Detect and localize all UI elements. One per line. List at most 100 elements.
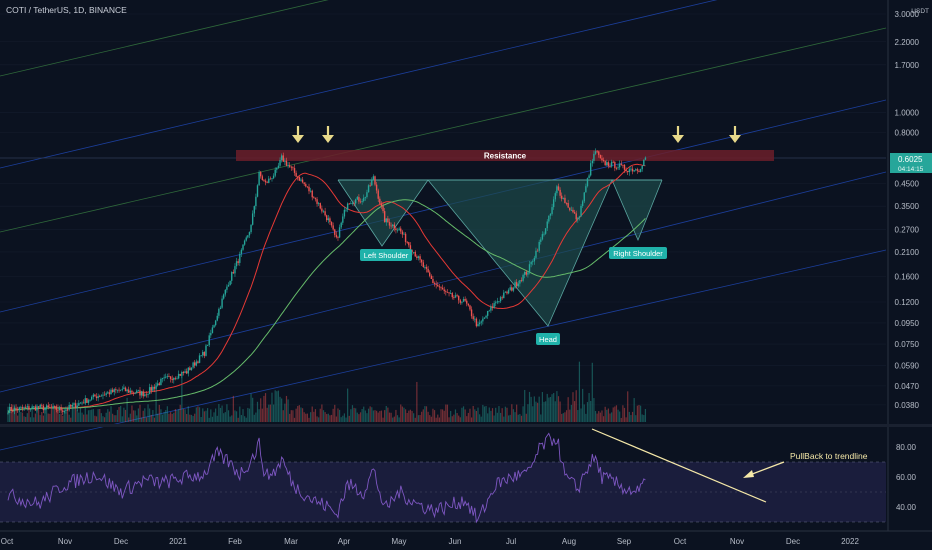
volume-bar <box>110 406 112 422</box>
volume-bar <box>643 415 645 422</box>
volume-bar <box>272 404 275 422</box>
candle-body <box>380 203 383 207</box>
candle-body <box>374 176 376 185</box>
candle-body <box>633 170 635 172</box>
candle-body <box>44 407 46 411</box>
candle-body <box>176 378 178 380</box>
candle-body <box>631 168 634 172</box>
volume-bar <box>413 413 415 422</box>
last-price-badge-bg <box>890 153 932 173</box>
volume-bar <box>562 413 564 422</box>
volume-bar <box>424 406 426 422</box>
volume-bar <box>153 417 156 422</box>
candle-body <box>251 213 254 225</box>
volume-bar <box>200 416 202 422</box>
volume-bar <box>446 404 449 422</box>
candle-body <box>644 157 647 160</box>
candle-body <box>478 322 481 325</box>
volume-bar <box>337 408 339 422</box>
candle-body <box>491 306 494 308</box>
volume-bar <box>450 410 452 422</box>
candle-body <box>437 284 439 287</box>
volume-bar <box>329 415 331 422</box>
volume-bar <box>356 412 358 422</box>
pane-separator[interactable] <box>0 424 932 427</box>
volume-bar <box>18 407 20 422</box>
candle-body <box>321 208 323 212</box>
volume-bar <box>390 412 392 422</box>
candle-body <box>377 190 379 199</box>
volume-bar <box>128 417 130 422</box>
candle-body <box>219 307 222 309</box>
volume-bar <box>467 412 469 422</box>
peak-arrows <box>292 126 741 143</box>
volume-bar <box>84 407 86 422</box>
volume-bar <box>395 409 397 422</box>
volume-bar <box>33 417 35 422</box>
volume-bar <box>97 409 99 422</box>
resistance-band <box>236 150 774 161</box>
candle-body <box>316 199 318 204</box>
volume-bar <box>81 412 83 422</box>
volume-bar <box>564 412 566 422</box>
volume-bar <box>422 409 424 422</box>
head-label-text: Head <box>539 335 557 344</box>
volume-bar <box>498 406 500 422</box>
candle-body <box>105 393 107 395</box>
candle-body <box>628 169 631 173</box>
rsi-tick-label: 80.00 <box>896 443 917 452</box>
volume-bar <box>39 415 41 422</box>
volume-bar <box>62 415 64 422</box>
volume-bar <box>10 412 12 422</box>
volume-bar <box>371 407 373 422</box>
volume-bar <box>261 408 263 422</box>
candle-body <box>78 403 80 406</box>
candle-body <box>213 325 215 328</box>
volume-bar <box>602 416 605 422</box>
volume-bar <box>112 413 114 422</box>
rsi-tick-labels[interactable]: 80.00 60.00 40.00 <box>896 443 917 512</box>
volume-bar <box>142 410 144 422</box>
volume-bar <box>277 390 280 422</box>
volume-bar <box>282 410 284 422</box>
volume-bar <box>223 413 225 422</box>
candle-body <box>387 218 389 223</box>
candle-body <box>152 386 154 391</box>
time-axis[interactable]: Oct Nov Dec 2021 Feb Mar Apr May Jun Jul Aug Sep Oct… <box>0 530 932 550</box>
volume-bar <box>178 409 180 422</box>
peak-arrow-head <box>672 135 684 143</box>
candle-body <box>453 297 455 298</box>
candle-body <box>57 409 59 411</box>
candle-body <box>8 406 11 413</box>
candle-body <box>110 389 112 395</box>
candle-body <box>189 367 191 371</box>
candle-body <box>187 367 189 374</box>
candle-body <box>150 387 152 391</box>
candle-body <box>327 218 330 221</box>
candle-body <box>459 300 462 303</box>
volume-bar <box>366 413 368 422</box>
volume-bar <box>609 413 611 422</box>
volume-bar <box>541 392 544 422</box>
candle-body <box>623 164 626 170</box>
volume-bar <box>614 406 616 422</box>
last-price-badge: 0.6025 04:14:15 <box>890 153 932 173</box>
volume-bar <box>437 414 439 422</box>
volume-bar <box>358 414 360 422</box>
volume-bar <box>472 405 474 422</box>
candle-body <box>206 345 209 346</box>
volume-bar <box>527 404 529 422</box>
candle-body <box>295 172 297 177</box>
moving-average-line <box>7 163 646 414</box>
price-axis[interactable]: USDT 3.00002.20001.70001.00000.80000.600… <box>887 0 932 424</box>
candle-body <box>224 289 227 295</box>
candle-body <box>123 387 125 389</box>
candle-body <box>335 234 338 238</box>
candle-body <box>145 394 148 396</box>
price-axis-unit: USDT <box>911 8 929 15</box>
volume-bar <box>448 417 450 422</box>
volume-bar <box>615 405 618 422</box>
volume-bar <box>376 410 378 422</box>
candle-body <box>34 406 37 411</box>
volume-bar <box>50 405 53 422</box>
